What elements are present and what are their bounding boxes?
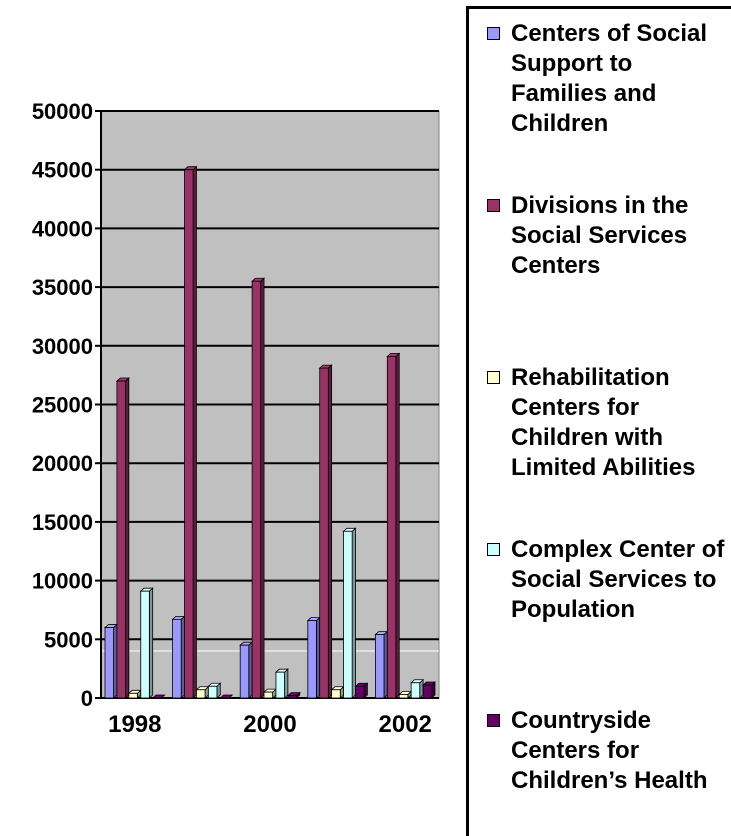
bar-side [284,668,289,699]
legend-item-rehabilitation: Rehabilitation Centers for Children with… [483,363,731,483]
bar [286,691,301,699]
y-tick-label: 35000 [32,275,93,300]
bar [318,364,333,699]
bar-front [287,695,297,699]
bar-side [383,630,388,699]
bar [219,694,234,699]
bar-front [172,618,182,699]
bar [195,685,210,699]
bar-side [180,615,185,699]
bar-side [113,623,118,699]
legend-label: Rehabilitation Centers for Children with… [511,364,696,481]
legend-label: Divisions in the Social Services Centers [511,192,689,279]
x-tick-label: 2000 [243,711,296,738]
legend-item-divisions: Divisions in the Social Services Centers [483,191,731,281]
bar-front [104,627,114,699]
bar [422,681,437,699]
y-tick-label: 20000 [32,451,93,476]
bar-side [248,641,253,699]
legend-label: Countryside Centers for Children’s Healt… [511,707,708,794]
bar [103,623,118,699]
bar-front [219,697,230,699]
bar-front [355,685,365,699]
bar-front [140,590,150,699]
x-tick-label: 1998 [108,711,161,738]
y-tick-label: 45000 [32,158,93,183]
bar-front [422,684,433,699]
bar-side [260,277,265,699]
bar-front [116,380,126,699]
legend-item-countryside: Countryside Centers for Children’s Healt… [483,706,731,796]
legend-label: Complex Center of Social Services to Pop… [511,536,725,623]
bar-front [184,169,194,699]
bar [342,527,357,699]
bar [410,678,425,699]
legend-label: Centers of Social Support to Families an… [511,20,708,137]
bar [354,682,369,699]
legend-item-complex-center: Complex Center of Social Services to Pop… [483,535,731,625]
bar-side [351,527,356,699]
bar-side [395,352,400,699]
bar [398,690,413,699]
bar [251,277,266,699]
y-tick-label: 25000 [32,393,93,418]
y-tick-label: 0 [81,686,93,711]
legend-swatch [487,714,500,727]
bar-side [315,616,321,699]
bar [207,682,222,699]
bar [139,587,154,699]
y-tick-label: 50000 [32,99,93,124]
bar-front [152,697,162,699]
legend-swatch [487,543,500,556]
bar-front [128,692,138,699]
bar [330,685,345,699]
tick-labels: 0 5000 10000 15000 20000 25000 30000 35000 40000… [32,99,432,738]
bar-front [398,694,409,699]
bar-front [319,367,329,699]
bar [115,377,130,699]
bar-front [207,685,218,699]
bar-front [275,671,285,699]
bar [262,688,278,699]
legend-swatch [487,371,500,384]
bar-front [251,280,262,699]
y-tick-label: 40000 [32,216,93,241]
bar-side [327,364,333,699]
y-tick-label: 10000 [32,569,93,594]
legend-swatch [487,27,500,40]
bar-front [263,691,274,699]
plot-area [100,110,440,699]
bar [151,694,166,699]
bar [274,668,289,699]
bar-front [331,689,341,699]
bar [239,641,254,699]
bar [183,165,198,699]
bar-front [307,620,317,699]
y-tick-label: 15000 [32,510,93,535]
bar-front [386,355,397,699]
bar-front [374,634,385,699]
bar-front [239,644,250,699]
bar [374,630,389,699]
bar [386,352,401,699]
bars [103,165,437,699]
bar [306,616,321,699]
bar [171,615,186,699]
legend-swatch [487,199,500,212]
bar-side [125,377,130,699]
bar-side [148,587,154,699]
bar-side [192,165,197,699]
bar [127,689,142,699]
bar-front [196,689,206,699]
x-tick-label: 2002 [379,711,432,738]
legend: Centers of Social Support to Families an… [466,6,731,836]
y-tick-label: 30000 [32,334,93,359]
y-tick-label: 5000 [44,627,93,652]
bar-front [343,530,353,699]
legend-item-social-support: Centers of Social Support to Families an… [483,19,731,139]
bar-front [410,682,421,699]
